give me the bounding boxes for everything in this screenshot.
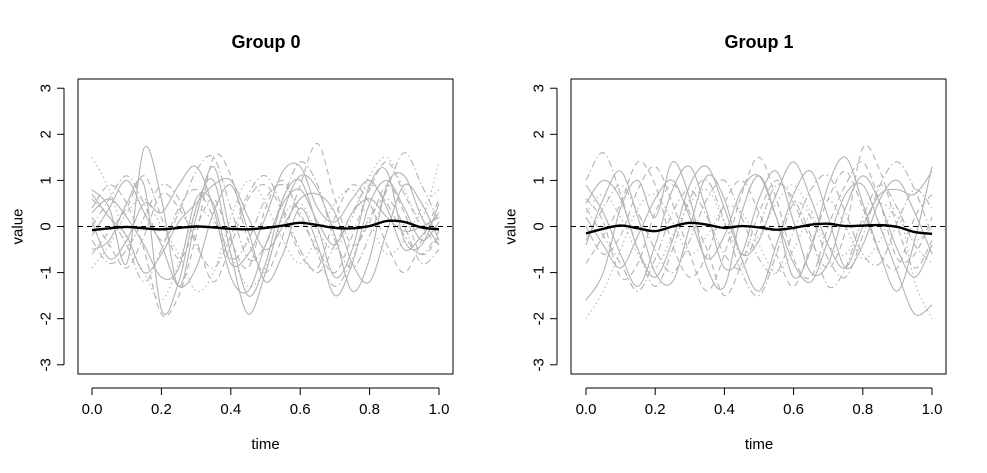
y-tick-label: 1 xyxy=(38,176,55,184)
sample-curve-7 xyxy=(585,145,933,297)
sample-curve-1 xyxy=(91,172,440,315)
x-tick-label: 0.2 xyxy=(151,401,172,418)
x-tick-label: 0.0 xyxy=(82,401,103,418)
y-tick-label: 2 xyxy=(531,130,548,138)
y-tick-label: 1 xyxy=(531,176,548,184)
x-axis-label: time xyxy=(251,436,279,453)
y-tick-label: -2 xyxy=(531,312,548,325)
y-tick-label: -3 xyxy=(38,358,55,371)
y-tick-label: 0 xyxy=(38,222,55,230)
y-tick-label: -1 xyxy=(38,266,55,279)
curves-layer xyxy=(78,142,453,317)
sample-curve-4 xyxy=(585,161,933,278)
sample-curve-13 xyxy=(91,184,440,287)
sample-curve-11 xyxy=(91,152,440,269)
y-tick-label: -3 xyxy=(531,358,548,371)
y-tick-label: -1 xyxy=(531,266,548,279)
y-tick-label: 2 xyxy=(38,130,55,138)
mean-curve xyxy=(585,221,933,236)
x-tick-label: 1.0 xyxy=(429,401,450,418)
sample-curve-7 xyxy=(91,161,440,274)
chart-title: Group 1 xyxy=(724,32,793,52)
x-tick-label: 0.8 xyxy=(852,401,873,418)
x-tick-label: 1.0 xyxy=(922,401,943,418)
x-tick-label: 0.4 xyxy=(220,401,241,418)
sample-curve-4 xyxy=(91,165,440,294)
y-tick-label: -2 xyxy=(38,312,55,325)
x-tick-label: 0.8 xyxy=(359,401,380,418)
y-tick-label: 3 xyxy=(38,84,55,92)
group-0-panel: Group 0 0.0 0.2 0.4 0.6 0.8 1.0 time -3 -2 -1 0 1 2 3 v… xyxy=(10,32,454,453)
sample-curve-5 xyxy=(585,156,933,292)
y-tick-label: 0 xyxy=(531,222,548,230)
sample-curve-9 xyxy=(91,156,440,301)
sample-curve-12 xyxy=(91,174,440,274)
sample-curve-10 xyxy=(585,152,933,297)
curves-layer xyxy=(571,145,946,319)
x-tick-label: 0.6 xyxy=(290,401,311,418)
x-axis-label: time xyxy=(745,436,773,453)
x-tick-label: 0.2 xyxy=(645,401,666,418)
sample-curve-3 xyxy=(585,174,933,316)
sample-curve-3 xyxy=(91,179,440,297)
y-axis-label: value xyxy=(10,209,27,245)
sample-curve-2 xyxy=(91,162,440,280)
sample-curve-2 xyxy=(585,170,933,292)
sample-curve-8 xyxy=(585,193,933,319)
sample-curve-11 xyxy=(585,174,933,275)
mean-curve xyxy=(91,219,440,232)
chart-title: Group 0 xyxy=(231,32,300,52)
group-1-panel: Group 1 0.0 0.2 0.4 0.6 0.8 1.0 time -3 -2 -1 0 1 2 3 v… xyxy=(503,32,947,453)
x-tick-label: 0.4 xyxy=(714,401,735,418)
sample-curve-9 xyxy=(585,184,933,270)
sample-curve-6 xyxy=(585,160,933,287)
y-axis-label: value xyxy=(503,209,520,245)
x-tick-label: 0.6 xyxy=(783,401,804,418)
x-tick-label: 0.0 xyxy=(576,401,597,418)
sample-curve-10 xyxy=(91,179,440,293)
sample-curve-5 xyxy=(91,177,440,284)
sample-curve-8 xyxy=(91,183,440,283)
sample-curve-1 xyxy=(585,165,933,287)
y-tick-label: 3 xyxy=(531,84,548,92)
